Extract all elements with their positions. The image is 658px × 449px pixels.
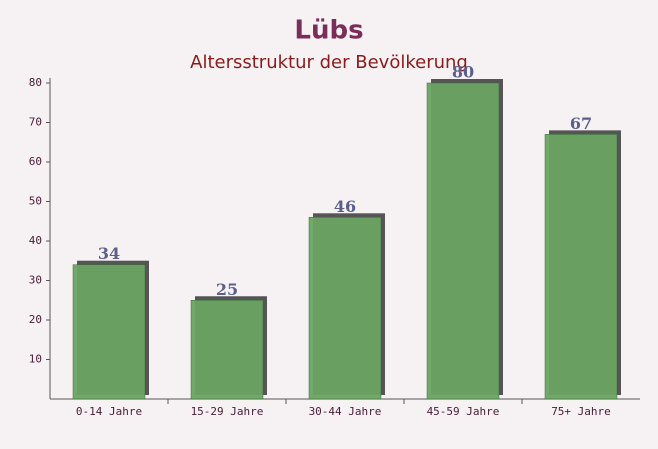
value-label: 34 [98, 244, 120, 263]
value-label: 67 [570, 114, 592, 133]
x-tick-label: 0-14 Jahre [76, 405, 142, 418]
chart-title: Lübs [294, 16, 363, 46]
bar [308, 217, 382, 400]
bar [72, 264, 146, 400]
x-tick-label: 15-29 Jahre [191, 405, 264, 418]
y-tick-label: 40 [29, 234, 42, 247]
y-tick-label: 50 [29, 195, 42, 208]
value-label: 25 [216, 280, 238, 299]
y-tick-label: 30 [29, 274, 42, 287]
bar [544, 134, 618, 400]
value-label: 46 [334, 197, 356, 216]
bar [426, 82, 500, 400]
x-tick-label: 75+ Jahre [551, 405, 611, 418]
y-tick-label: 70 [29, 116, 42, 129]
bar [190, 300, 264, 400]
y-tick-label: 10 [29, 353, 42, 366]
value-label: 80 [452, 63, 474, 82]
y-tick-label: 20 [29, 313, 42, 326]
chart-subtitle: Altersstruktur der Bevölkerung [190, 52, 468, 73]
y-tick-label: 80 [29, 76, 42, 89]
x-tick-label: 30-44 Jahre [309, 405, 382, 418]
x-tick-label: 45-59 Jahre [427, 405, 500, 418]
y-tick-label: 60 [29, 155, 42, 168]
